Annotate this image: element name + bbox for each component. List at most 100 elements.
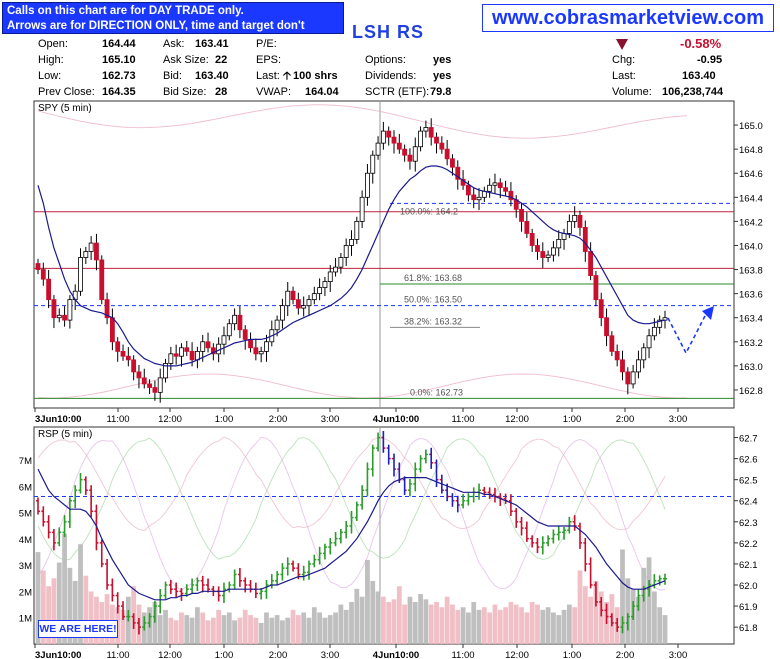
volume-bar — [434, 601, 439, 644]
candle-body — [322, 281, 328, 289]
candle-body — [375, 142, 381, 156]
volume-bar — [662, 615, 668, 644]
site-url[interactable]: www.cobrasmarketview.com — [482, 4, 774, 32]
volume-tick-label: 2M — [19, 587, 32, 598]
candle-body — [78, 257, 83, 292]
volume-bar — [598, 591, 604, 644]
candle-body — [285, 290, 291, 307]
candle-body — [99, 259, 105, 301]
disclaimer-banner: Calls on this chart are for DAY TRADE on… — [2, 2, 344, 47]
plot-frame-0 — [33, 100, 735, 409]
volume-bar — [657, 607, 663, 644]
dividends-label: Dividends: — [365, 70, 417, 82]
volume-bar — [428, 604, 434, 644]
y-tick-label: 62.7 — [739, 434, 758, 445]
candle-body — [173, 353, 179, 357]
volume-bar — [620, 549, 625, 644]
candle-body — [444, 148, 450, 160]
volume-bar — [513, 604, 519, 644]
candle-body — [566, 220, 572, 234]
volume-bar — [168, 617, 174, 644]
candle-body — [641, 347, 647, 361]
volume-bar — [179, 612, 184, 644]
candle-body — [582, 227, 588, 252]
volume-bar — [46, 586, 52, 644]
x-tick-label: 12:00 — [505, 414, 529, 425]
candle-body — [636, 359, 641, 373]
volume-bar — [402, 604, 408, 644]
disclaimer-line-1: Calls on this chart are for DAY TRADE on… — [7, 5, 244, 17]
volume-label: Volume: — [612, 86, 652, 98]
volume-bar — [216, 609, 222, 644]
candle-body — [147, 383, 153, 388]
options-value: yes — [433, 54, 452, 66]
volume-bar — [646, 557, 652, 644]
candle-body — [242, 329, 248, 340]
volume-bar — [359, 596, 365, 644]
candle-body — [258, 351, 264, 355]
down-triangle-icon — [616, 39, 628, 50]
y-tick-label: 165.0 — [739, 121, 763, 132]
x-tick-label: 12:00 — [505, 650, 529, 659]
y-tick-label: 163.0 — [739, 362, 763, 373]
volume-bar — [535, 604, 540, 644]
y-tick-label: 164.6 — [739, 169, 763, 180]
volume-bar — [412, 601, 418, 644]
candle-body — [625, 371, 631, 385]
y-tick-label: 62.4 — [739, 497, 758, 508]
volume-bar — [104, 594, 110, 644]
candle-body — [264, 341, 269, 352]
candle-body — [455, 166, 461, 180]
volume-bar — [317, 612, 323, 644]
candle-body — [418, 130, 423, 148]
volume-bar — [476, 609, 482, 644]
volume-bar — [184, 615, 190, 644]
overlay-line — [37, 436, 666, 591]
volume-bar — [338, 604, 344, 644]
y-tick-label: 62.0 — [739, 581, 758, 592]
candle-body — [609, 335, 615, 352]
candle-body — [476, 196, 482, 201]
volume-bar — [40, 570, 46, 644]
moving-average-line — [37, 468, 666, 601]
fib-level-label: 0.0%: 162.73 — [410, 387, 463, 397]
fib-level-label: 38.2%: 163.32 — [404, 316, 462, 326]
candle-body — [391, 136, 397, 144]
candle-body — [338, 257, 344, 268]
candle-body — [67, 299, 73, 321]
volume-bar — [157, 615, 163, 644]
volume-bar — [274, 615, 280, 644]
candle-body — [274, 319, 280, 331]
candle-body — [280, 305, 285, 321]
x-tick-label: 12:00 — [158, 414, 182, 425]
ask-value: 163.41 — [195, 38, 229, 50]
ask-size-value: 22 — [215, 54, 228, 66]
volume-bar — [173, 620, 179, 644]
y-tick-label: 62.5 — [739, 476, 758, 487]
x-tick-label: 3:00 — [321, 650, 340, 659]
volume-tick-label: 3M — [19, 561, 32, 572]
x-tick-label: 3:00 — [321, 414, 340, 425]
fib-level-label: 100.0%: 164.2 — [400, 207, 458, 217]
volume-bar — [221, 615, 227, 644]
candle-body — [62, 314, 67, 321]
candle-body — [189, 351, 195, 361]
candle-body — [88, 242, 94, 252]
y-tick-label: 164.2 — [739, 217, 763, 228]
x-tick-label: 11:00 — [106, 414, 129, 425]
volume-bar — [258, 622, 264, 644]
candle-body — [577, 214, 583, 228]
candle-body — [163, 363, 168, 379]
y-tick-label: 61.9 — [739, 602, 758, 613]
volume-bar — [450, 604, 455, 644]
volume-bar — [375, 591, 381, 644]
candle-body — [40, 269, 46, 280]
disclaimer-line-2: Arrows are for DIRECTION ONLY, time and … — [7, 20, 305, 47]
volume-bar — [253, 617, 259, 644]
volume-bar — [460, 607, 466, 644]
candle-body — [253, 347, 259, 355]
volume-bar — [471, 601, 477, 644]
sctr-value: 79.8 — [430, 86, 452, 98]
volume-bar — [423, 599, 429, 644]
volume-bar — [444, 596, 450, 644]
